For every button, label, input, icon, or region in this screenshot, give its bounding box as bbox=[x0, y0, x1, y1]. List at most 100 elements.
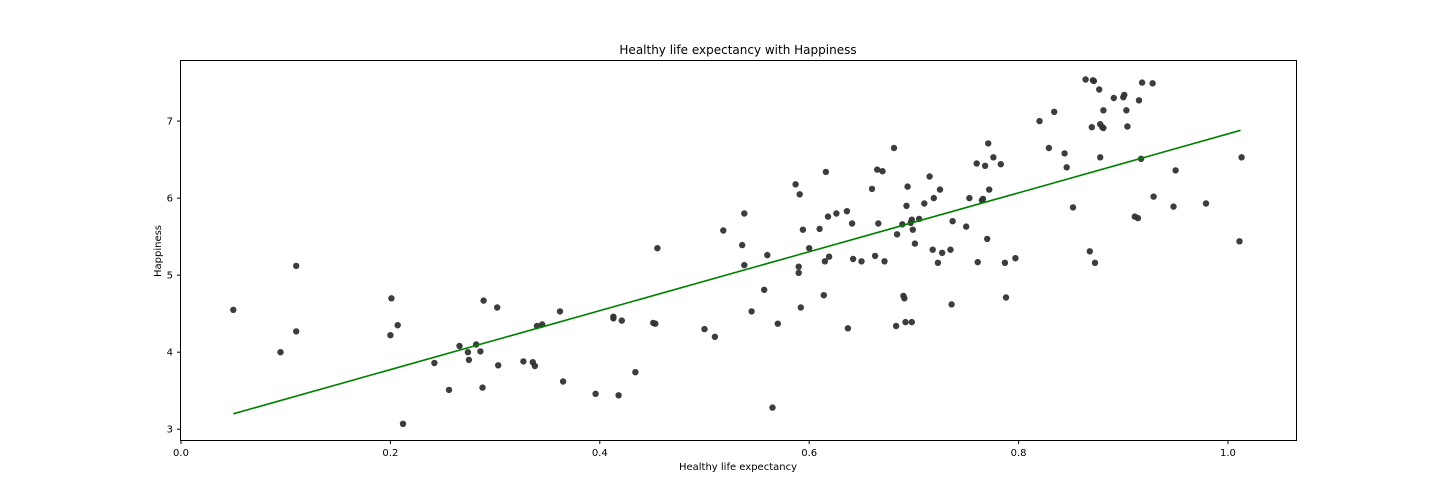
data-point-123 bbox=[1096, 86, 1103, 93]
data-point-49 bbox=[796, 191, 803, 198]
data-point-69 bbox=[879, 168, 886, 175]
data-point-3 bbox=[293, 328, 300, 335]
plot-area bbox=[180, 60, 1297, 441]
data-point-145 bbox=[1238, 154, 1245, 161]
data-point-141 bbox=[1170, 203, 1177, 210]
data-point-133 bbox=[1124, 123, 1131, 130]
data-point-61 bbox=[844, 325, 852, 332]
data-point-2 bbox=[293, 262, 300, 270]
data-point-89 bbox=[930, 194, 937, 202]
data-point-47 bbox=[795, 263, 802, 270]
data-point-95 bbox=[949, 218, 956, 225]
x-axis-ticks: 0.0 0.2 0.4 0.6 0.8 1.0 bbox=[173, 440, 1236, 459]
data-point-30 bbox=[618, 317, 625, 324]
data-point-143 bbox=[1202, 200, 1210, 207]
data-point-97 bbox=[966, 194, 973, 202]
data-point-59 bbox=[833, 210, 840, 217]
data-point-84 bbox=[911, 240, 919, 247]
data-point-129 bbox=[1110, 94, 1118, 102]
y-tick-label-0: 3 bbox=[167, 425, 173, 436]
data-point-99 bbox=[974, 258, 981, 266]
data-point-48 bbox=[795, 269, 802, 276]
data-point-142 bbox=[1172, 167, 1179, 174]
data-point-39 bbox=[741, 210, 748, 217]
y-axis-label: Happiness bbox=[153, 225, 164, 277]
chart-title: Healthy life expectancy with Happiness bbox=[619, 43, 856, 57]
data-point-40 bbox=[741, 261, 748, 269]
data-point-29 bbox=[615, 392, 622, 399]
data-point-53 bbox=[816, 225, 823, 233]
data-point-140 bbox=[1150, 193, 1157, 200]
x-tick-label-5: 1.0 bbox=[1220, 448, 1236, 459]
y-tick-label-4: 7 bbox=[167, 117, 173, 128]
data-point-73 bbox=[893, 231, 901, 238]
data-point-46 bbox=[792, 181, 799, 188]
data-point-50 bbox=[797, 304, 804, 311]
data-point-132 bbox=[1123, 107, 1130, 114]
data-point-121 bbox=[1090, 77, 1098, 85]
data-point-106 bbox=[990, 154, 997, 161]
data-point-87 bbox=[926, 173, 933, 180]
x-tick-label-3: 0.6 bbox=[801, 448, 817, 459]
data-point-15 bbox=[479, 384, 486, 391]
data-point-0 bbox=[230, 306, 237, 313]
data-point-86 bbox=[921, 200, 928, 207]
data-point-135 bbox=[1134, 214, 1142, 222]
data-point-102 bbox=[981, 162, 989, 169]
data-point-6 bbox=[394, 322, 401, 329]
data-point-41 bbox=[748, 308, 755, 315]
data-point-90 bbox=[934, 259, 942, 266]
data-point-12 bbox=[465, 356, 473, 364]
data-point-144 bbox=[1236, 238, 1243, 245]
y-tick-label-3: 6 bbox=[167, 194, 173, 205]
data-point-38 bbox=[739, 241, 746, 249]
data-point-91 bbox=[936, 186, 944, 193]
data-point-119 bbox=[1088, 124, 1096, 131]
plot-frame bbox=[180, 60, 1297, 441]
data-point-116 bbox=[1069, 204, 1077, 211]
data-point-42 bbox=[761, 286, 768, 293]
data-point-104 bbox=[985, 140, 992, 147]
data-point-62 bbox=[848, 220, 856, 227]
data-point-68 bbox=[875, 220, 882, 227]
data-point-82 bbox=[908, 216, 915, 223]
data-point-18 bbox=[495, 362, 502, 369]
data-point-112 bbox=[1045, 144, 1053, 152]
data-point-71 bbox=[890, 144, 898, 152]
data-point-64 bbox=[858, 258, 865, 265]
data-point-122 bbox=[1091, 259, 1099, 266]
data-point-98 bbox=[973, 160, 980, 167]
data-point-113 bbox=[1051, 108, 1058, 116]
data-point-108 bbox=[1001, 259, 1009, 266]
x-tick-label-2: 0.4 bbox=[592, 448, 608, 459]
data-point-65 bbox=[868, 185, 876, 193]
data-point-124 bbox=[1097, 154, 1104, 161]
data-point-28 bbox=[610, 315, 617, 322]
data-point-52 bbox=[806, 245, 813, 252]
data-point-7 bbox=[399, 420, 407, 427]
data-point-131 bbox=[1121, 91, 1128, 99]
data-point-5 bbox=[388, 295, 395, 302]
regression-line bbox=[233, 129, 1241, 415]
data-point-1 bbox=[277, 349, 284, 356]
data-point-114 bbox=[1061, 150, 1068, 157]
data-point-105 bbox=[986, 186, 993, 193]
data-point-83 bbox=[909, 226, 916, 233]
data-point-127 bbox=[1100, 107, 1107, 114]
data-point-9 bbox=[445, 386, 453, 394]
data-point-10 bbox=[456, 342, 463, 350]
data-point-25 bbox=[559, 378, 567, 385]
data-point-57 bbox=[824, 213, 832, 220]
data-point-93 bbox=[947, 246, 954, 253]
data-point-26 bbox=[592, 390, 599, 397]
data-point-54 bbox=[820, 292, 827, 299]
data-point-101 bbox=[979, 195, 987, 203]
data-point-94 bbox=[948, 301, 955, 308]
y-tick-label-2: 5 bbox=[167, 271, 173, 282]
data-point-33 bbox=[652, 320, 659, 327]
data-point-107 bbox=[997, 161, 1004, 168]
data-point-24 bbox=[556, 308, 564, 315]
data-point-21 bbox=[531, 362, 539, 370]
data-point-56 bbox=[822, 168, 830, 176]
